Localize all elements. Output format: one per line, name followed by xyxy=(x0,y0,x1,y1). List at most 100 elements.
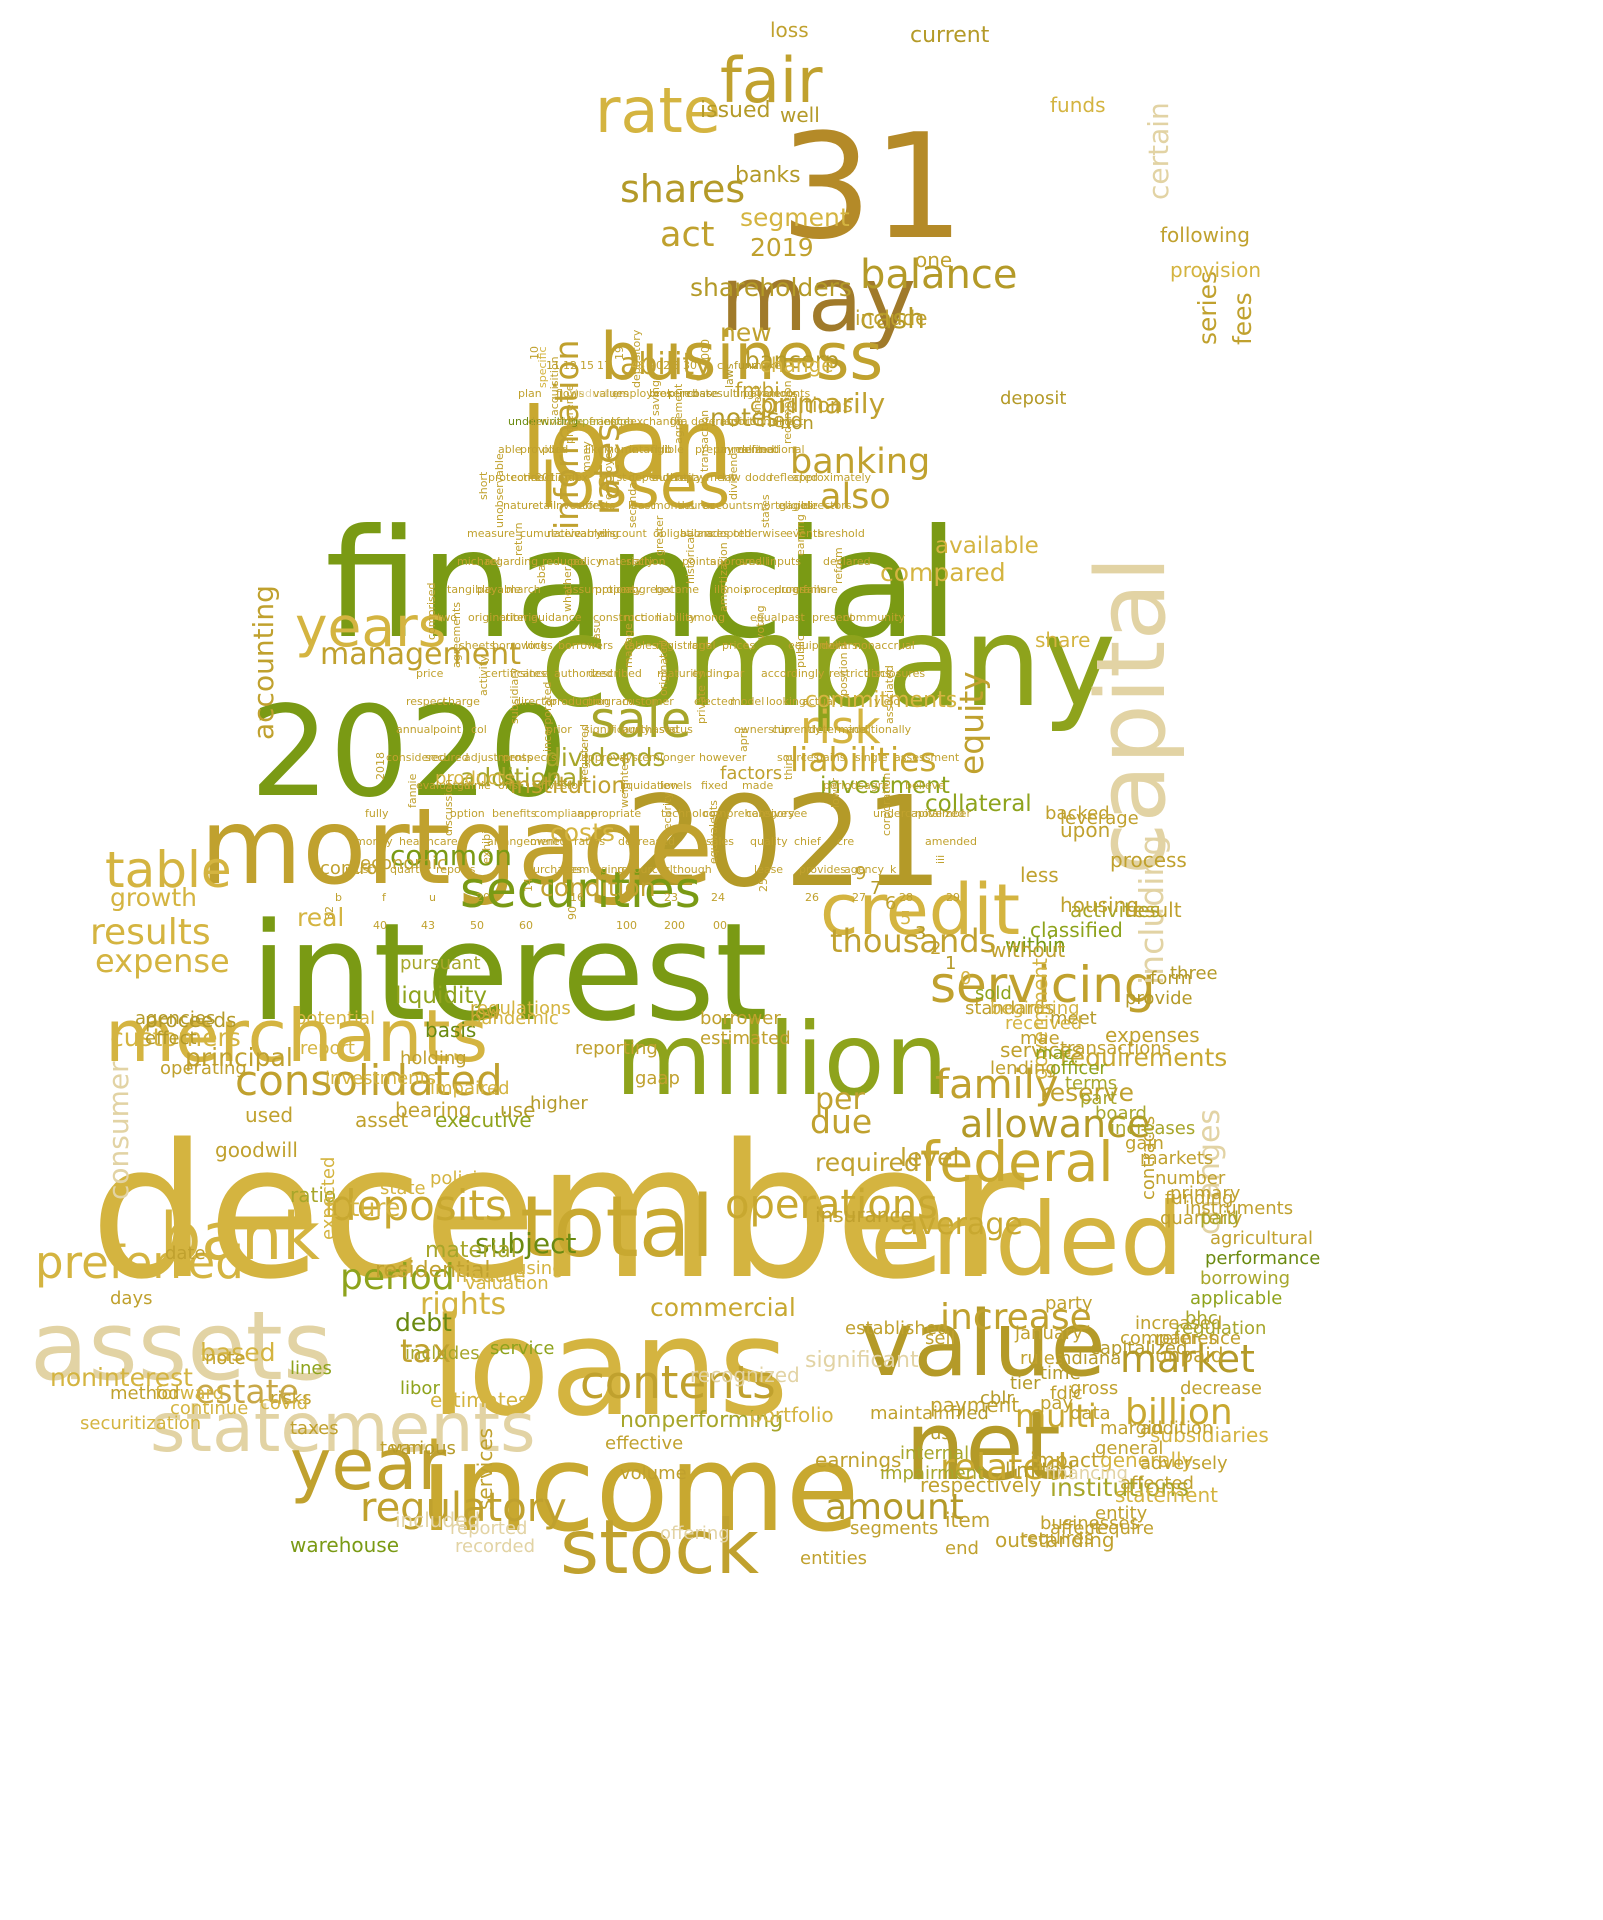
cloud-word: plan xyxy=(518,387,542,400)
cloud-word: col xyxy=(471,723,487,736)
cloud-word: issued xyxy=(700,98,771,123)
cloud-word: form xyxy=(1150,968,1192,989)
cloud-word: funding xyxy=(1165,1188,1234,1209)
cloud-word: 6 xyxy=(885,893,897,914)
cloud-word: discussion xyxy=(442,778,455,836)
cloud-word: board xyxy=(1095,1103,1147,1124)
cloud-word: values xyxy=(593,387,629,400)
cloud-word: applicable xyxy=(1190,1288,1283,1309)
cloud-word: 21 xyxy=(617,891,631,904)
cloud-word: loans xyxy=(430,1289,789,1446)
cloud-word: number xyxy=(1155,1168,1226,1189)
cloud-word: 90 xyxy=(566,906,579,920)
cloud-word: us xyxy=(930,1423,951,1444)
cloud-word: become xyxy=(655,583,700,596)
cloud-word: current xyxy=(910,23,990,48)
cloud-word: retail xyxy=(528,499,557,512)
cloud-word: 43 xyxy=(421,919,435,932)
cloud-word: although xyxy=(663,863,712,876)
cloud-word: terms xyxy=(1065,1073,1118,1094)
cloud-word: deposits xyxy=(330,1181,507,1230)
cloud-word: present xyxy=(812,611,854,624)
cloud-word: company xyxy=(540,590,1117,735)
cloud-word: used xyxy=(245,1103,294,1127)
cloud-word: secondary xyxy=(626,470,639,528)
cloud-word: public xyxy=(794,634,807,668)
cloud-word: earning xyxy=(794,514,807,556)
cloud-word: customers xyxy=(110,1023,241,1052)
cloud-word: aggregate xyxy=(625,583,682,596)
cloud-word: prior xyxy=(546,723,572,736)
cloud-word: three xyxy=(1170,963,1218,984)
cloud-word: additionally xyxy=(847,723,912,736)
cloud-word: loan xyxy=(520,386,734,503)
cloud-word: customer xyxy=(622,695,674,708)
cloud-word: c xyxy=(717,359,724,372)
cloud-word: underwriting xyxy=(508,415,579,428)
cloud-word: restrictions xyxy=(829,667,891,680)
cloud-word: statement xyxy=(1115,1483,1218,1507)
cloud-word: future xyxy=(325,1193,401,1222)
cloud-word: note xyxy=(205,1348,246,1369)
cloud-word: end xyxy=(945,1538,979,1559)
cloud-word: segments xyxy=(850,1518,939,1539)
cloud-word: origination xyxy=(468,611,528,624)
cloud-word: estimates xyxy=(430,1388,529,1412)
cloud-word: nonperforming xyxy=(620,1408,784,1433)
cloud-word: operating xyxy=(160,1058,247,1079)
cloud-word: balance xyxy=(860,252,1018,298)
cloud-word: material xyxy=(425,1238,517,1263)
cloud-word: services xyxy=(473,1427,497,1510)
cloud-word: authority xyxy=(652,471,703,484)
cloud-word: institution xyxy=(510,773,627,799)
cloud-word: construction xyxy=(593,611,662,624)
cloud-word: threshold xyxy=(813,527,865,540)
cloud-word: ownership xyxy=(734,723,791,736)
cloud-word: merchants xyxy=(105,994,489,1078)
cloud-word: 2021 xyxy=(625,770,944,915)
cloud-word: certificates xyxy=(485,667,547,680)
cloud-word: rules xyxy=(1020,1348,1065,1369)
cloud-word: gross xyxy=(1070,1378,1119,1399)
cloud-word: servicing xyxy=(930,956,1156,1014)
cloud-word: market xyxy=(1120,1337,1255,1381)
cloud-word: due xyxy=(810,1102,873,1141)
cloud-word: single xyxy=(855,751,888,764)
cloud-word: portfolio xyxy=(750,1403,834,1427)
cloud-word: provides xyxy=(799,863,847,876)
cloud-word: cost xyxy=(687,387,710,400)
cloud-word: share xyxy=(1035,628,1091,652)
cloud-word: internal xyxy=(900,1443,970,1464)
cloud-word: 23 xyxy=(664,891,678,904)
cloud-word: experience xyxy=(569,415,630,428)
cloud-word: provide xyxy=(1125,988,1193,1009)
cloud-word: asset xyxy=(355,1108,409,1132)
cloud-word: one xyxy=(915,248,953,272)
cloud-word: sale xyxy=(590,691,692,749)
cloud-word: 00 xyxy=(713,919,727,932)
cloud-word: significantly xyxy=(584,723,651,736)
cloud-word: valuation xyxy=(465,1273,549,1294)
cloud-word: provision xyxy=(1170,258,1261,282)
cloud-word: registered xyxy=(578,724,591,780)
cloud-word: otherwise xyxy=(733,527,787,540)
cloud-word: additional xyxy=(460,763,585,792)
cloud-word: receivable xyxy=(547,527,604,540)
cloud-word: meet xyxy=(1050,1008,1097,1029)
cloud-word: accounts xyxy=(703,499,753,512)
cloud-word: quality xyxy=(750,835,788,848)
cloud-word: sell xyxy=(925,1328,956,1349)
cloud-word: approved xyxy=(710,555,762,568)
cloud-word: 17 xyxy=(597,359,611,372)
cloud-word: addition xyxy=(1140,1418,1214,1439)
cloud-word: since xyxy=(520,667,549,680)
cloud-word: factors xyxy=(720,763,783,784)
cloud-word: control xyxy=(320,858,383,879)
cloud-word: small xyxy=(739,555,769,568)
cloud-word: date xyxy=(165,1243,206,1264)
cloud-word: determine xyxy=(809,723,866,736)
cloud-word: law xyxy=(722,471,741,484)
cloud-word: k xyxy=(890,863,897,876)
cloud-word: deposit xyxy=(1000,388,1067,409)
cloud-word: legal xyxy=(689,639,716,652)
